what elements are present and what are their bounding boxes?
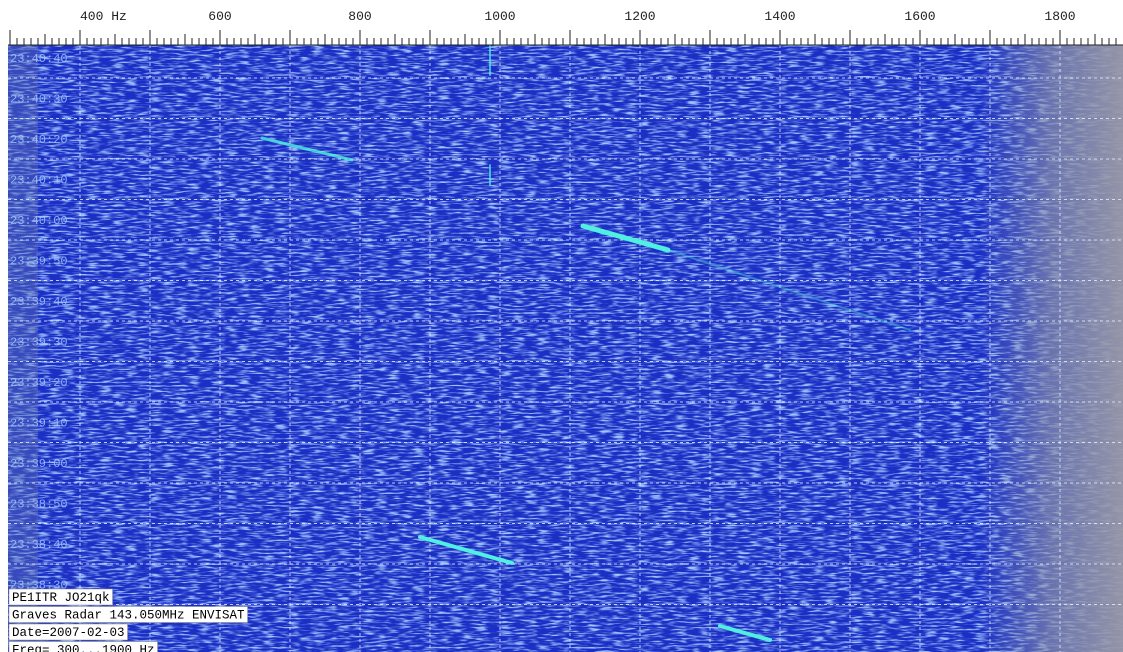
spectrum-edge xyxy=(980,45,1123,652)
frequency-label: 1000 xyxy=(484,9,515,24)
page: Spectrogram {"frequency_axis": {"labels"… xyxy=(0,0,1123,652)
frequency-label: 1600 xyxy=(904,9,935,24)
time-label: 23:40:20 xyxy=(10,133,68,147)
time-label: 23:38:50 xyxy=(10,498,68,512)
time-label: 23:39:20 xyxy=(10,376,68,390)
frequency-label: 1400 xyxy=(764,9,795,24)
time-label: 23:40:40 xyxy=(10,52,68,66)
time-label: 23:39:50 xyxy=(10,255,68,269)
time-label: 23:38:40 xyxy=(10,538,68,552)
info-line: Date=2007-02-03 xyxy=(12,626,125,640)
time-label: 23:39:40 xyxy=(10,295,68,309)
spectrum-noise xyxy=(8,45,1123,652)
info-line: Graves Radar 143.050MHz ENVISAT xyxy=(12,609,245,623)
frequency-label: 400 Hz xyxy=(80,9,127,24)
frequency-label: 800 xyxy=(348,9,371,24)
time-label: 23:40:10 xyxy=(10,174,68,188)
time-label: 23:39:00 xyxy=(10,457,68,471)
spectrogram-window: 400 Hz 600 800 1000 1200 1400 1600 1800 23:40:40… xyxy=(0,0,1123,652)
frequency-label: 600 xyxy=(208,9,231,24)
time-label: 23:39:30 xyxy=(10,336,68,350)
info-line: PE1ITR JO21qk xyxy=(12,591,110,605)
time-label: 23:40:30 xyxy=(10,93,68,107)
body: 400 Hz 600 800 1000 1200 1400 1600 1800 23:40:40… xyxy=(0,0,1123,652)
time-label: 23:40:00 xyxy=(10,214,68,228)
frequency-label: 1800 xyxy=(1044,9,1075,24)
time-label: 23:39:10 xyxy=(10,417,68,431)
frequency-label: 1200 xyxy=(624,9,655,24)
info-line: Freq= 300...1900 Hz xyxy=(12,644,155,652)
